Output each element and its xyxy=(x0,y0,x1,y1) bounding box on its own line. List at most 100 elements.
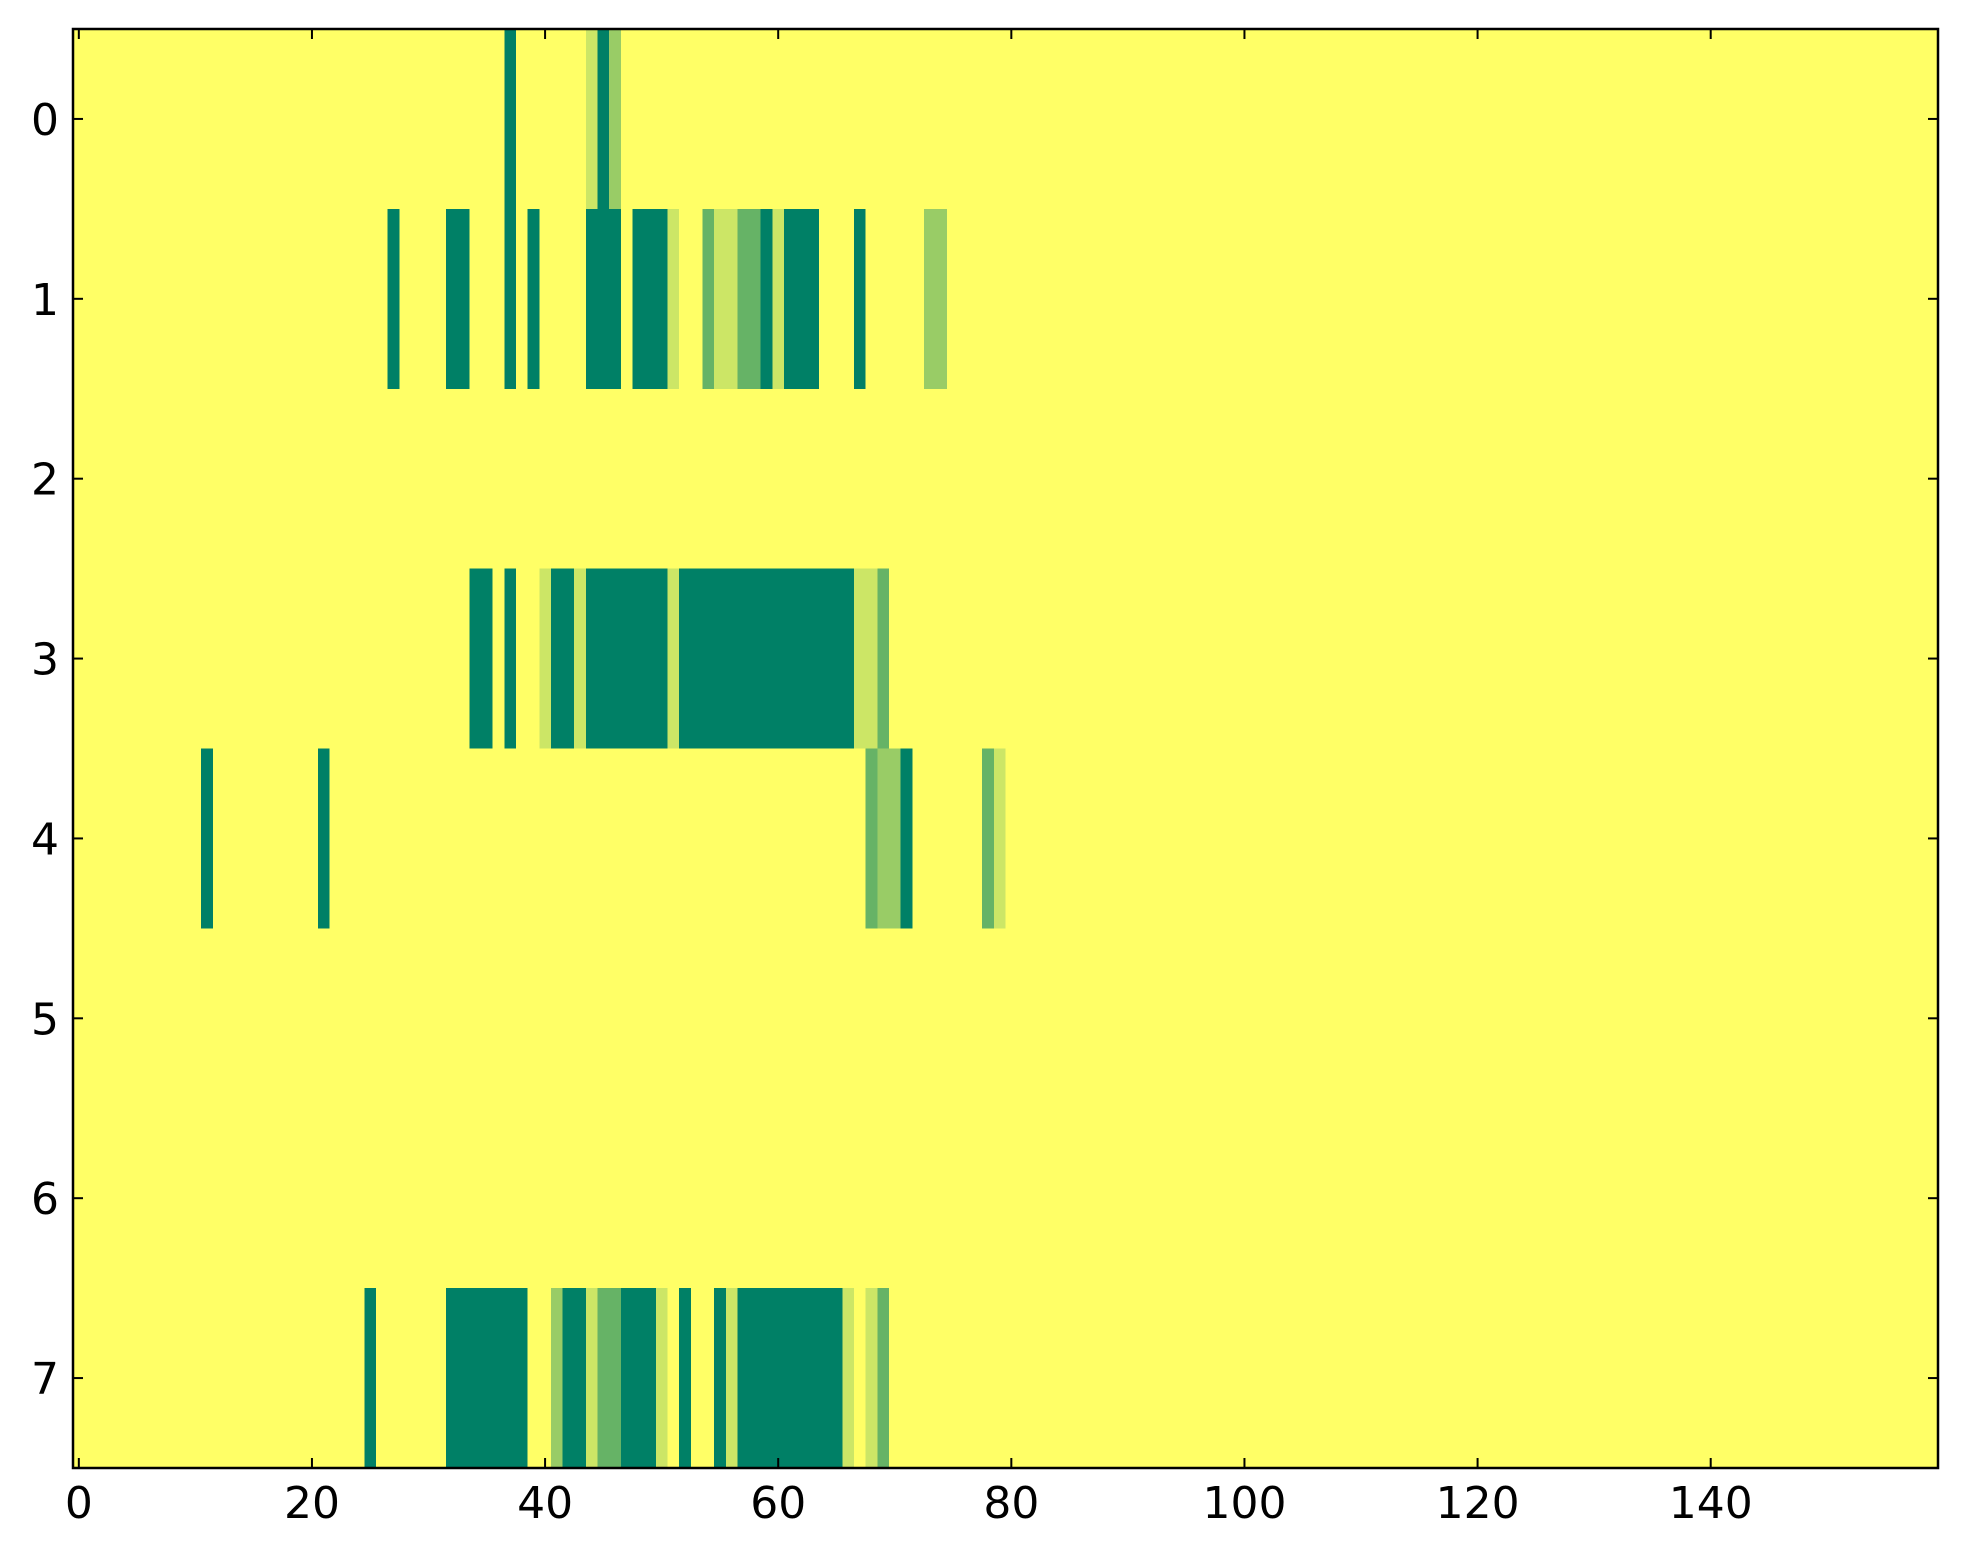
heatmap-cell xyxy=(842,748,855,929)
heatmap-cell xyxy=(480,208,494,390)
heatmap-cell xyxy=(1226,29,1240,210)
heatmap-cell xyxy=(1809,1288,1822,1469)
heatmap-cell xyxy=(562,388,575,570)
heatmap-cell xyxy=(1739,748,1752,929)
heatmap-cell xyxy=(1471,748,1484,929)
heatmap-cell xyxy=(1413,568,1426,749)
heatmap-cell xyxy=(1611,388,1624,570)
heatmap-cell xyxy=(912,388,925,570)
heatmap-cell xyxy=(1460,29,1473,210)
heatmap-cell xyxy=(1530,388,1543,570)
heatmap-cell xyxy=(247,568,260,749)
heatmap-cell xyxy=(1879,1108,1892,1289)
heatmap-cell xyxy=(1623,748,1636,929)
heatmap-cell xyxy=(1879,568,1892,749)
heatmap-cell xyxy=(1017,568,1030,749)
heatmap-cell xyxy=(107,208,121,390)
heatmap-cell xyxy=(317,1288,330,1469)
heatmap-cell xyxy=(457,29,470,210)
heatmap-cell xyxy=(166,388,179,570)
heatmap-cell xyxy=(1168,928,1181,1109)
heatmap-cell xyxy=(1285,388,1298,570)
heatmap-cell xyxy=(1856,1108,1869,1289)
heatmap-cell xyxy=(1448,388,1461,570)
heatmap-cell xyxy=(982,388,995,570)
heatmap-cell xyxy=(1518,208,1531,390)
heatmap-cell xyxy=(609,748,622,929)
heatmap-cell xyxy=(667,1288,680,1469)
heatmap-cell xyxy=(84,208,97,390)
heatmap-cell xyxy=(760,1108,773,1289)
heatmap-cell xyxy=(1588,1108,1601,1289)
heatmap-cell xyxy=(1436,568,1449,749)
heatmap-cell xyxy=(1122,1288,1135,1469)
heatmap-cell xyxy=(947,748,960,929)
heatmap-cell xyxy=(842,568,855,749)
heatmap-cell xyxy=(1005,208,1018,390)
heatmap-cell xyxy=(1005,29,1018,210)
heatmap-cell xyxy=(888,1108,901,1289)
heatmap-cell xyxy=(912,29,925,210)
heatmap-cell xyxy=(399,748,412,929)
heatmap-cell xyxy=(1192,1288,1205,1469)
heatmap-cell xyxy=(1040,568,1053,749)
heatmap-cell xyxy=(1774,748,1787,929)
heatmap-cell xyxy=(1343,928,1356,1109)
heatmap-cell xyxy=(480,748,494,929)
heatmap-cell xyxy=(1448,1288,1461,1469)
heatmap-cell xyxy=(1343,388,1356,570)
heatmap-cell xyxy=(1576,388,1589,570)
heatmap-cell xyxy=(1028,1288,1041,1469)
heatmap-cell xyxy=(1798,208,1811,390)
heatmap-cell xyxy=(166,1108,179,1289)
heatmap-cell xyxy=(1203,1288,1216,1469)
heatmap-cell xyxy=(1250,748,1263,929)
heatmap-cell xyxy=(1157,1288,1170,1469)
heatmap-cell xyxy=(923,208,936,390)
heatmap-cell xyxy=(1646,748,1659,929)
heatmap-cell xyxy=(679,928,692,1109)
heatmap-cell xyxy=(807,388,820,570)
heatmap-cell xyxy=(667,1108,680,1289)
heatmap-cell xyxy=(877,568,890,749)
heatmap-cell xyxy=(842,388,855,570)
heatmap-cell xyxy=(457,568,470,749)
heatmap-cell xyxy=(620,568,633,749)
heatmap-cell xyxy=(958,29,971,210)
heatmap-cell xyxy=(1448,1108,1461,1289)
heatmap-cell xyxy=(271,748,284,929)
heatmap-cell xyxy=(1296,568,1309,749)
heatmap-cell xyxy=(1133,208,1146,390)
y-tick-label: 2 xyxy=(31,455,59,506)
heatmap-cell xyxy=(1180,748,1193,929)
heatmap-cell xyxy=(364,928,377,1109)
heatmap-cell xyxy=(376,568,389,749)
heatmap-cell xyxy=(1087,748,1100,929)
heatmap-cell xyxy=(644,29,657,210)
heatmap-cell xyxy=(131,568,144,749)
heatmap-cell xyxy=(1879,748,1892,929)
heatmap-cell xyxy=(1005,1288,1018,1469)
heatmap-cell xyxy=(1588,208,1601,390)
heatmap-cell xyxy=(1844,1108,1857,1289)
heatmap-cell xyxy=(725,748,738,929)
heatmap-cell xyxy=(294,1288,307,1469)
heatmap-cell xyxy=(1436,748,1449,929)
heatmap-cell xyxy=(1728,748,1741,929)
heatmap-cell xyxy=(1040,748,1053,929)
heatmap-cell xyxy=(1599,29,1613,210)
heatmap-cell xyxy=(679,568,692,749)
heatmap-cell xyxy=(1809,748,1822,929)
heatmap-cell xyxy=(1518,388,1531,570)
heatmap-cell xyxy=(853,29,867,210)
heatmap-cell xyxy=(259,568,272,749)
heatmap-cell xyxy=(1401,208,1414,390)
heatmap-cell xyxy=(1063,1288,1076,1469)
heatmap-cell xyxy=(877,388,890,570)
heatmap-cell xyxy=(1390,568,1403,749)
heatmap-cell xyxy=(842,208,855,390)
heatmap-cell xyxy=(1203,928,1216,1109)
heatmap-cell xyxy=(1040,388,1053,570)
heatmap-cell xyxy=(1506,1108,1519,1289)
heatmap-cell xyxy=(84,748,97,929)
